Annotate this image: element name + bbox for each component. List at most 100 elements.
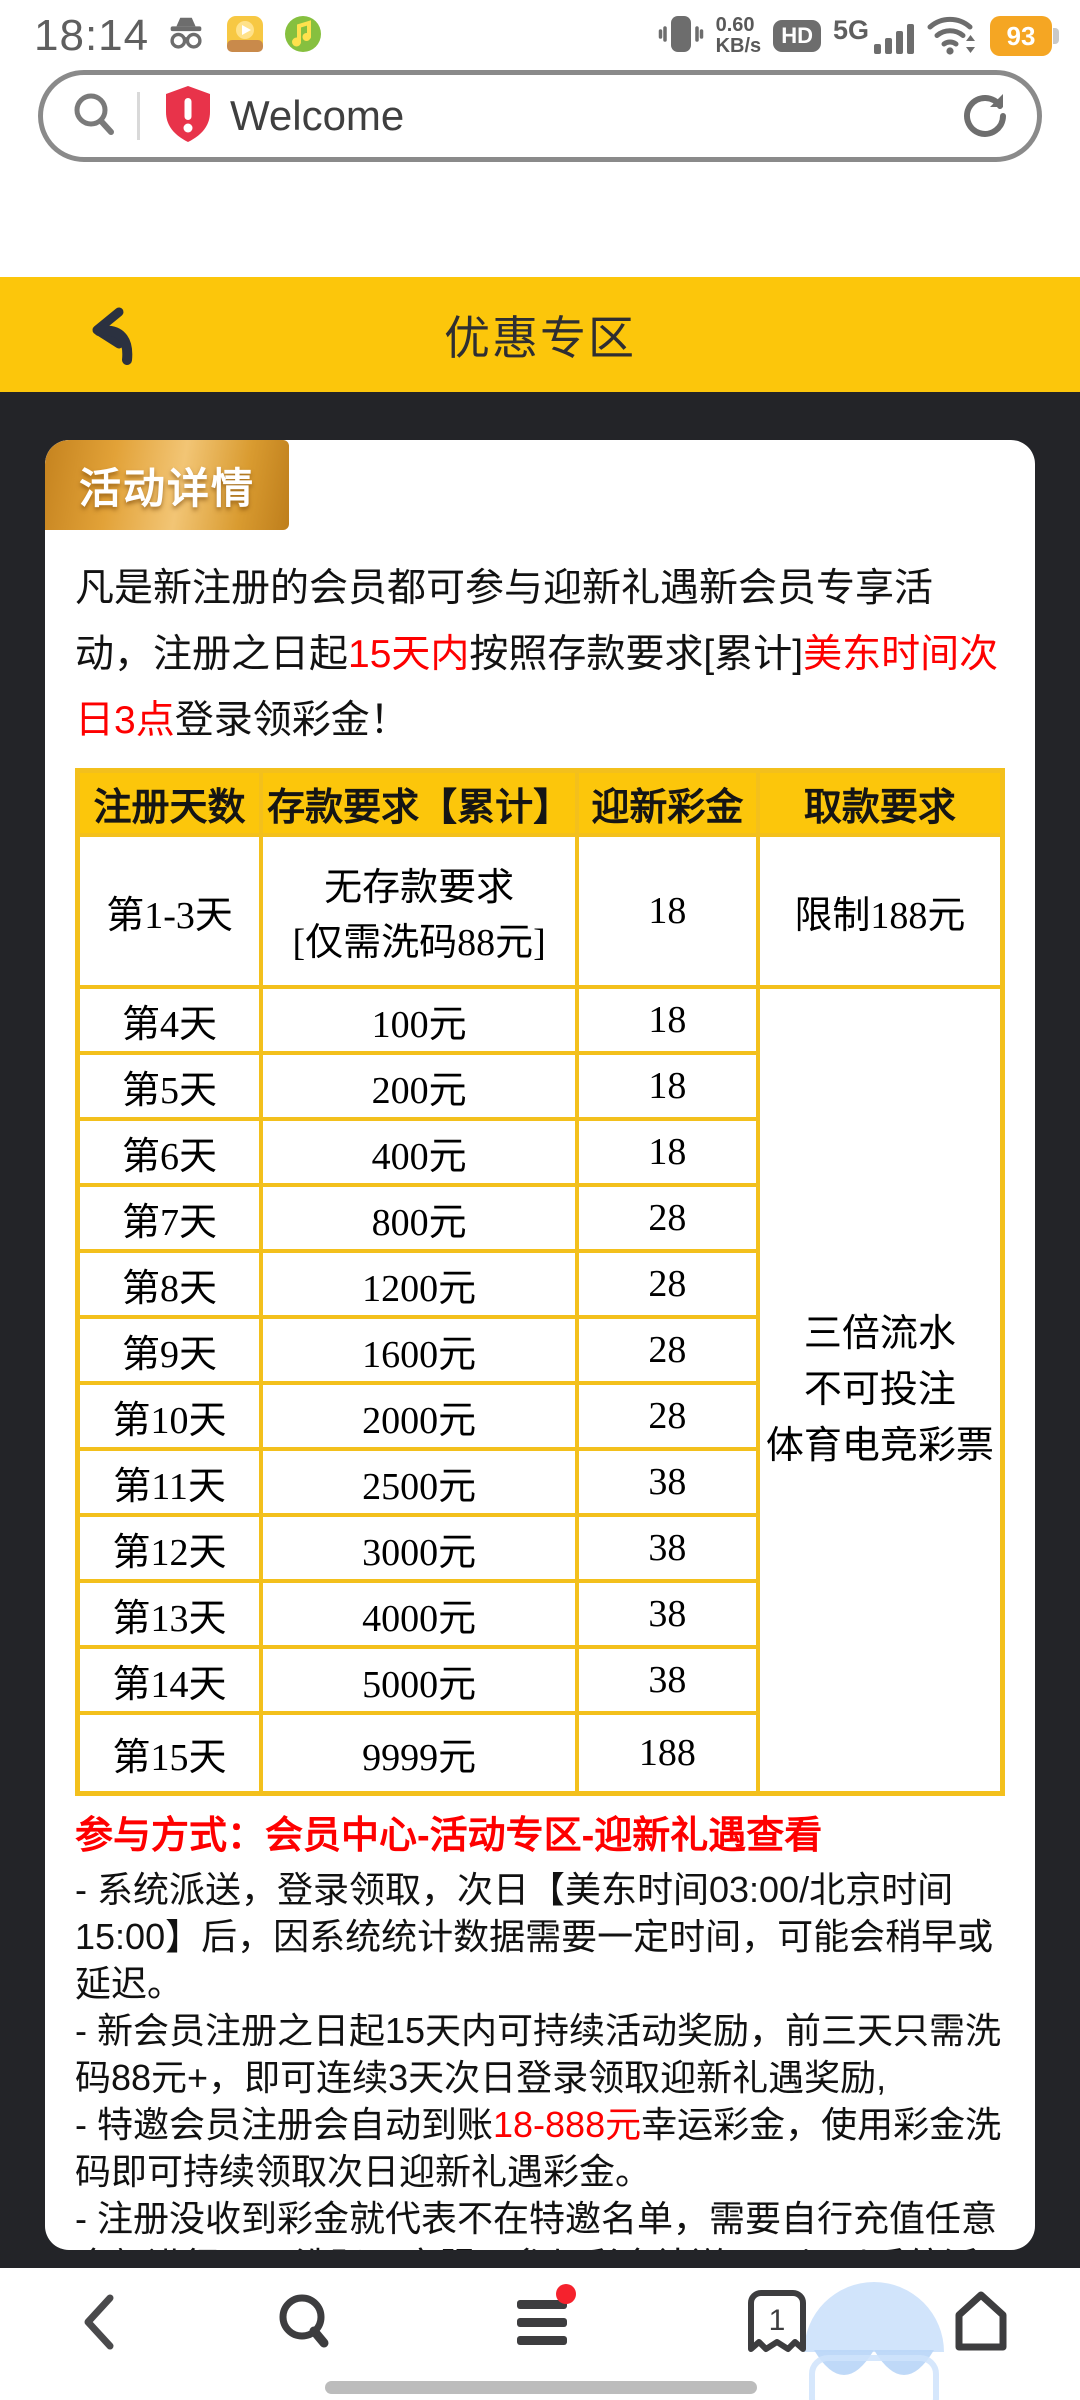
site-security-warning-icon bbox=[162, 84, 214, 149]
cell-bonus: 28 bbox=[575, 1315, 760, 1385]
cell-deposit: 100元 bbox=[259, 985, 580, 1055]
cell-bonus: 38 bbox=[575, 1645, 760, 1715]
cell-day: 第15天 bbox=[75, 1711, 264, 1796]
note-line: - 特邀会员注册会自动到账18-888元幸运彩金，使用彩金洗码即可持续领取次日迎… bbox=[75, 2104, 1002, 2192]
intro-paragraph: 凡是新注册的会员都可参与迎新礼遇新会员专享活动，注册之日起15天内按照存款要求[… bbox=[75, 567, 999, 742]
col-header-deposit: 存款要求【累计】 bbox=[259, 768, 580, 837]
note-line: - 注册没收到彩金就代表不在特邀名单，需要自行充值任意金额进行88元洗码，客服不… bbox=[75, 2198, 997, 2250]
cell-bonus: 18 bbox=[575, 985, 760, 1055]
cell-day: 第1-3天 bbox=[75, 833, 264, 989]
cell-deposit: 1600元 bbox=[259, 1315, 580, 1385]
battery-icon: 93 bbox=[990, 16, 1059, 56]
cell-bonus: 18 bbox=[575, 1051, 760, 1121]
table-row: 第15天 9999元 188 bbox=[75, 1711, 1003, 1796]
note-line: - 系统派送，登录领取，次日【美东时间03:00/北京时间15:00】后，因系统… bbox=[75, 1869, 994, 2004]
cell-deposit: 400元 bbox=[259, 1117, 580, 1187]
cell-day: 第13天 bbox=[75, 1579, 264, 1649]
cell-day: 第11天 bbox=[75, 1447, 264, 1517]
activity-card: 活动详情 凡是新注册的会员都可参与迎新礼遇新会员专享活动，注册之日起15天内按照… bbox=[45, 440, 1035, 2250]
back-arrow-button[interactable] bbox=[74, 295, 154, 375]
cell-deposit: 800元 bbox=[259, 1183, 580, 1253]
nav-menu-button[interactable] bbox=[502, 2282, 582, 2362]
cell-day: 第10天 bbox=[75, 1381, 264, 1451]
cell-bonus: 18 bbox=[575, 1117, 760, 1187]
cell-deposit: 200元 bbox=[259, 1051, 580, 1121]
table-header-row: 注册天数 存款要求【累计】 迎新彩金 取款要求 bbox=[75, 768, 1005, 837]
table-row: 第4天 100元 18 三倍流水 不可投注 体育电竞彩票 bbox=[75, 985, 1005, 1796]
music-app-notification-icon bbox=[281, 12, 325, 61]
cell-withdraw: 限制188元 bbox=[755, 833, 1005, 989]
cell-bonus: 38 bbox=[575, 1447, 760, 1517]
cell-day: 第5天 bbox=[75, 1051, 264, 1121]
table-row: 第8天 1200元 28 bbox=[75, 1249, 1003, 1319]
cell-bonus: 28 bbox=[575, 1381, 760, 1451]
gesture-bar[interactable] bbox=[325, 2381, 757, 2394]
table-row: 第13天 4000元 38 bbox=[75, 1579, 1003, 1649]
menu-notification-dot bbox=[556, 2284, 576, 2304]
cell-deposit: 5000元 bbox=[259, 1645, 580, 1715]
cell-bonus: 188 bbox=[575, 1711, 760, 1796]
table-row: 第14天 5000元 38 bbox=[75, 1645, 1003, 1715]
cell-bonus: 28 bbox=[575, 1183, 760, 1253]
page-header: 优惠专区 bbox=[0, 277, 1080, 392]
browser-address-bar[interactable]: Welcome bbox=[38, 70, 1042, 162]
cell-bonus: 38 bbox=[575, 1513, 760, 1583]
cell-bonus: 38 bbox=[575, 1579, 760, 1649]
wifi-icon bbox=[926, 11, 978, 62]
table-row: 第9天 1600元 28 bbox=[75, 1315, 1003, 1385]
network-speed: 0.60 KB/s bbox=[715, 14, 762, 57]
table-row: 第10天 2000元 28 bbox=[75, 1381, 1003, 1451]
table-row: 第1-3天 无存款要求 [仅需洗码88元] 18 限制188元 bbox=[75, 833, 1005, 989]
page-title-in-addressbar: Welcome bbox=[230, 92, 405, 139]
cell-deposit: 3000元 bbox=[259, 1513, 580, 1583]
cell-deposit: 9999元 bbox=[259, 1711, 580, 1796]
hd-voice-icon: HD bbox=[773, 20, 821, 52]
note-line: - 新会员注册之日起15天内可持续活动奖励，前三天只需洗码88元+，即可连续3天… bbox=[75, 2010, 1002, 2098]
cell-day: 第9天 bbox=[75, 1315, 264, 1385]
tab-count-label: 1 bbox=[768, 2304, 786, 2337]
col-header-bonus: 迎新彩金 bbox=[575, 768, 760, 837]
cell-withdraw-merged: 三倍流水 不可投注 体育电竞彩票 bbox=[755, 985, 1005, 1796]
refresh-button[interactable] bbox=[959, 88, 1011, 145]
nav-search-button[interactable] bbox=[264, 2282, 344, 2362]
tab-activity-details-label: 活动详情 bbox=[78, 464, 255, 512]
nav-back-button[interactable] bbox=[60, 2282, 140, 2362]
nav-tabs-button[interactable]: 1 bbox=[737, 2282, 817, 2362]
cell-day: 第8天 bbox=[75, 1249, 264, 1319]
table-row: 第7天 800元 28 bbox=[75, 1183, 1003, 1253]
divider bbox=[137, 92, 140, 140]
col-header-withdraw: 取款要求 bbox=[755, 768, 1005, 837]
cell-deposit: 1200元 bbox=[259, 1249, 580, 1319]
cell-day: 第7天 bbox=[75, 1183, 264, 1253]
vibrate-icon bbox=[658, 12, 704, 61]
browser-bottom-nav: 1 bbox=[0, 2268, 1080, 2400]
status-bar: 18:14 0.60 KB/s HD 5G bbox=[0, 0, 1080, 64]
table-row: 第5天 200元 18 bbox=[75, 1051, 1003, 1121]
nav-home-button[interactable] bbox=[941, 2282, 1021, 2362]
cell-deposit: 2000元 bbox=[259, 1381, 580, 1451]
tab-activity-details[interactable]: 活动详情 bbox=[45, 440, 289, 530]
search-icon bbox=[69, 89, 119, 144]
promo-table: 注册天数 存款要求【累计】 迎新彩金 取款要求 第1-3天 无存款要求 [仅需洗码… bbox=[75, 768, 1005, 1796]
video-app-notification-icon bbox=[223, 12, 267, 61]
cell-day: 第12天 bbox=[75, 1513, 264, 1583]
cell-day: 第6天 bbox=[75, 1117, 264, 1187]
table-row: 第12天 3000元 38 bbox=[75, 1513, 1003, 1583]
table-row: 第6天 400元 18 bbox=[75, 1117, 1003, 1187]
cell-day: 第14天 bbox=[75, 1645, 264, 1715]
cellular-signal-icon: 5G bbox=[833, 17, 914, 54]
col-header-days: 注册天数 bbox=[75, 768, 264, 837]
table-row: 第11天 2500元 38 bbox=[75, 1447, 1003, 1517]
activity-notes: - 系统派送，登录领取，次日【美东时间03:00/北京时间15:00】后，因系统… bbox=[45, 1864, 1035, 2250]
page-title: 优惠专区 bbox=[444, 311, 636, 364]
cell-deposit: 无存款要求 [仅需洗码88元] bbox=[259, 833, 580, 989]
participation-method-line: 参与方式：会员中心-活动专区-迎新礼遇查看 bbox=[75, 1815, 823, 1857]
cell-bonus: 28 bbox=[575, 1249, 760, 1319]
content-background: 活动详情 凡是新注册的会员都可参与迎新礼遇新会员专享活动，注册之日起15天内按照… bbox=[0, 392, 1080, 2268]
cell-bonus: 18 bbox=[575, 833, 760, 989]
incognito-icon bbox=[163, 11, 209, 62]
cell-day: 第4天 bbox=[75, 985, 264, 1055]
clock: 18:14 bbox=[34, 11, 150, 60]
cell-deposit: 2500元 bbox=[259, 1447, 580, 1517]
